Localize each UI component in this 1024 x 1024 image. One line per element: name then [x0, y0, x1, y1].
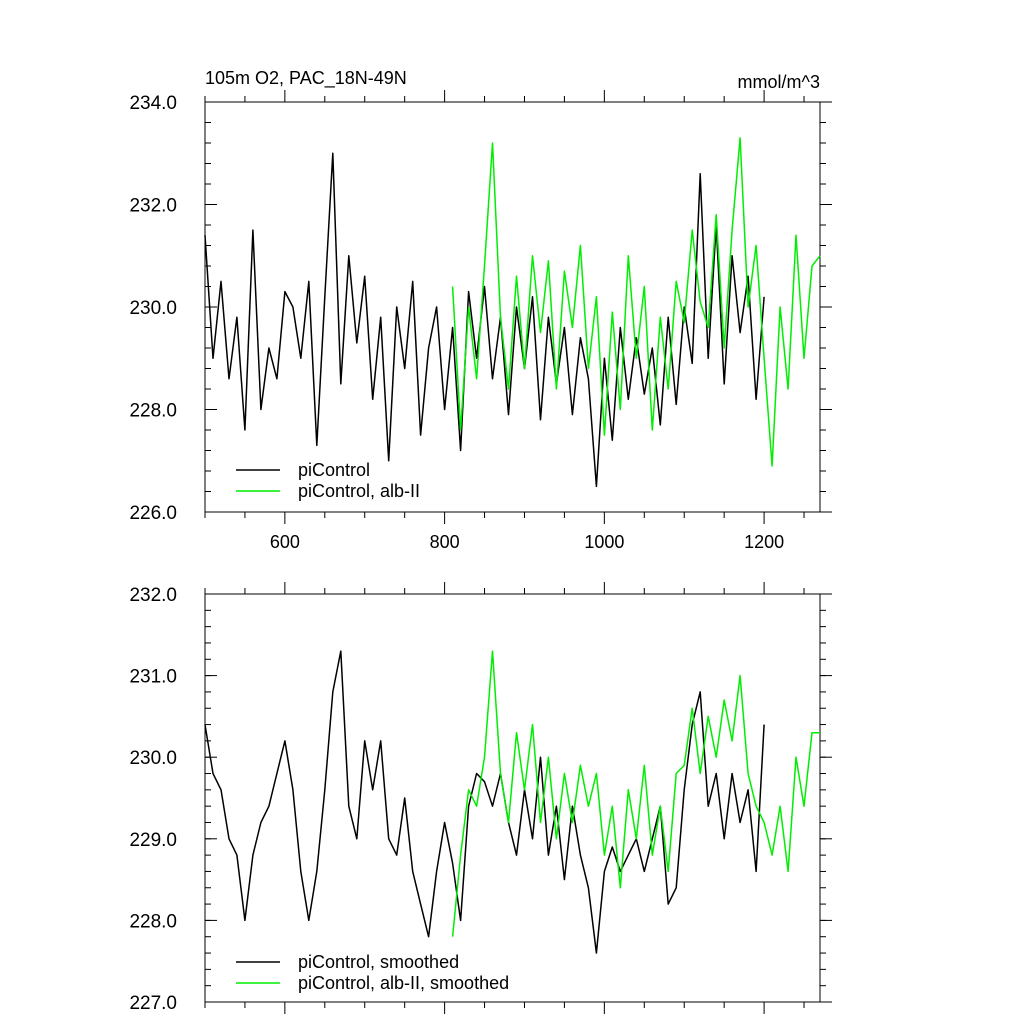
series-line-picontrol [204, 152, 765, 488]
legend-label-alb-ii: piControl, alb-II [298, 481, 420, 501]
series-line-alb-ii [451, 650, 820, 937]
y-tick-label: 231.0 [129, 667, 177, 688]
top-legend: piControl piControl, alb-II [236, 460, 420, 501]
bottom-panel: 227.0 228.0 229.0 230.0 231.0 232.0 piControl… [129, 582, 832, 1014]
bottom-axis-ticks: 227.0 228.0 229.0 230.0 231.0 232.0 [129, 582, 832, 1014]
top-panel-title: 105m O2, PAC_18N-49N [205, 68, 407, 89]
y-tick-label: 228.0 [129, 401, 177, 422]
bottom-series-lines [204, 650, 820, 954]
y-tick-label: 229.0 [129, 830, 177, 851]
y-tick-label: 230.0 [129, 298, 177, 319]
legend-label-alb-ii-smoothed: piControl, alb-II, smoothed [298, 973, 509, 993]
legend-label-picontrol: piControl [298, 460, 370, 480]
y-tick-label: 228.0 [129, 911, 177, 932]
y-tick-label: 232.0 [129, 585, 177, 606]
x-tick-label: 1200 [744, 532, 784, 552]
y-tick-label: 234.0 [129, 93, 177, 114]
top-panel: 105m O2, PAC_18N-49N mmol/m^3 600 800 1000… [129, 68, 832, 552]
bottom-plot-frame [204, 593, 821, 1003]
y-tick-label: 232.0 [129, 196, 177, 217]
top-series-lines [204, 137, 821, 488]
x-tick-label: 800 [430, 532, 460, 552]
series-line-picontrol [204, 650, 765, 954]
x-tick-label: 600 [270, 532, 300, 552]
top-axis-ticks: 600 800 1000 1200 226.0 228.0 230.0 232.0 234.0 [129, 90, 832, 552]
y-tick-label: 226.0 [129, 503, 177, 524]
top-panel-units: mmol/m^3 [738, 72, 820, 92]
top-plot-frame [204, 101, 821, 513]
x-tick-label: 1000 [584, 532, 624, 552]
bottom-legend: piControl, smoothed piControl, alb-II, s… [236, 952, 509, 993]
y-tick-label: 227.0 [129, 993, 177, 1014]
legend-label-picontrol-smoothed: piControl, smoothed [298, 952, 459, 972]
series-line-alb-ii [451, 137, 821, 467]
y-tick-label: 230.0 [129, 748, 177, 769]
